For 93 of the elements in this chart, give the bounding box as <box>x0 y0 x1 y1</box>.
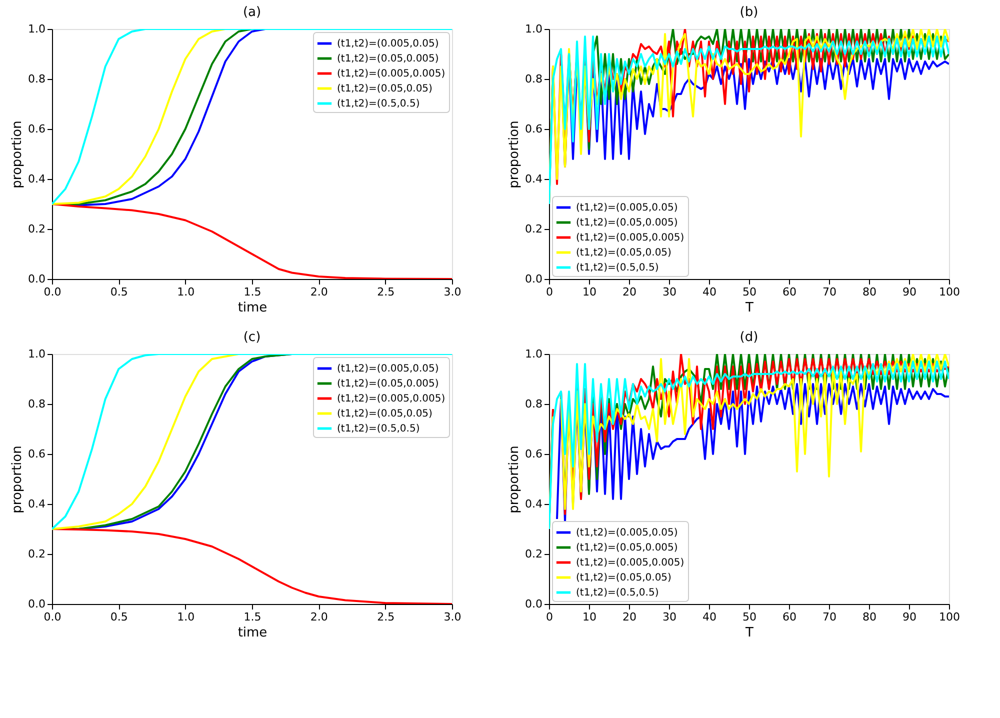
legend-label: (t1,t2)=(0.05,0.05) <box>576 572 672 584</box>
legend-label: (t1,t2)=(0.005,0.005) <box>337 68 446 80</box>
x-tick-label: 50 <box>742 610 756 624</box>
y-tick-label: 0.8 <box>525 398 542 410</box>
x-tick-label: 2.5 <box>377 610 395 624</box>
line-series <box>52 354 452 530</box>
x-tick-label: 1.5 <box>244 286 262 298</box>
y-tick-label: 0.4 <box>525 498 542 510</box>
y-tick-label: 0.4 <box>28 172 46 186</box>
x-axis-title: T <box>744 626 754 640</box>
y-tick-label: 0.2 <box>28 548 46 560</box>
legend-label: (t1,t2)=(0.005,0.005) <box>337 394 446 404</box>
y-tick-label: 0.8 <box>28 72 46 86</box>
x-tick-label: 60 <box>782 286 796 298</box>
legend-label: (t1,t2)=(0.5,0.5) <box>576 262 659 274</box>
x-tick-label: 3.0 <box>444 286 462 298</box>
legend-label: (t1,t2)=(0.05,0.05) <box>576 248 672 258</box>
legend-label: (t1,t2)=(0.5,0.5) <box>337 98 420 110</box>
chart-title: (c) <box>243 330 261 345</box>
x-tick-label: 60 <box>782 610 796 624</box>
y-tick-label: 0.6 <box>525 122 542 136</box>
y-tick-label: 0.2 <box>28 222 46 236</box>
x-axis-title: T <box>744 300 754 316</box>
y-tick-label: 0.4 <box>28 498 46 510</box>
x-tick-label: 10 <box>582 610 596 624</box>
y-tick-label: 0.6 <box>28 448 46 460</box>
x-tick-label: 70 <box>822 610 836 624</box>
x-tick-label: 70 <box>822 286 836 298</box>
x-tick-label: 20 <box>622 286 636 298</box>
x-axis-title: time <box>238 626 268 640</box>
y-axis-title: proportion <box>10 446 26 514</box>
y-tick-label: 0.8 <box>28 398 46 410</box>
legend-label: (t1,t2)=(0.05,0.05) <box>337 84 433 94</box>
x-tick-label: 30 <box>662 286 676 298</box>
x-tick-label: 80 <box>862 610 876 624</box>
legend-label: (t1,t2)=(0.005,0.05) <box>576 528 678 538</box>
legend-label: (t1,t2)=(0.005,0.05) <box>576 202 678 214</box>
y-tick-label: 1.0 <box>525 22 542 36</box>
x-tick-label: 90 <box>902 286 916 298</box>
legend-label: (t1,t2)=(0.05,0.005) <box>337 378 439 390</box>
x-tick-label: 30 <box>662 610 676 624</box>
legend-label: (t1,t2)=(0.05,0.005) <box>337 54 439 64</box>
y-axis-title: proportion <box>507 446 522 514</box>
y-tick-label: 0.6 <box>28 122 46 136</box>
x-tick-label: 100 <box>939 610 960 624</box>
y-tick-label: 0.8 <box>525 72 542 86</box>
legend-label: (t1,t2)=(0.05,0.005) <box>576 542 678 554</box>
x-axis-title: time <box>238 300 268 316</box>
y-tick-label: 1.0 <box>28 348 46 360</box>
y-axis-title: proportion <box>507 120 522 188</box>
y-tick-label: 0.0 <box>525 272 542 286</box>
y-axis-title: proportion <box>10 120 26 188</box>
y-tick-label: 0.2 <box>525 548 542 560</box>
x-tick-label: 0 <box>546 610 553 624</box>
legend-label: (t1,t2)=(0.05,0.05) <box>337 408 433 420</box>
x-tick-label: 0.5 <box>110 610 128 624</box>
x-tick-label: 50 <box>742 286 756 298</box>
x-tick-label: 0 <box>546 286 553 298</box>
chart-title: (d) <box>740 330 758 345</box>
x-tick-label: 2.0 <box>310 286 328 298</box>
y-tick-label: 1.0 <box>525 348 542 360</box>
x-tick-label: 100 <box>939 286 960 298</box>
x-tick-label: 0.0 <box>44 286 62 298</box>
y-tick-label: 0.0 <box>525 598 542 610</box>
x-tick-label: 0.5 <box>110 286 128 298</box>
chart-title: (a) <box>242 5 262 20</box>
y-tick-label: 0.6 <box>525 448 542 460</box>
x-tick-label: 40 <box>702 610 716 624</box>
legend-label: (t1,t2)=(0.005,0.005) <box>576 232 684 244</box>
x-tick-label: 80 <box>862 286 876 298</box>
legend-label: (t1,t2)=(0.5,0.5) <box>337 424 420 434</box>
legend-label: (t1,t2)=(0.5,0.5) <box>576 588 659 598</box>
legend-label: (t1,t2)=(0.005,0.005) <box>576 558 684 568</box>
x-tick-label: 1.5 <box>244 610 262 624</box>
y-tick-label: 0.4 <box>525 172 542 186</box>
x-tick-label: 1.0 <box>177 286 195 298</box>
y-tick-label: 0.2 <box>525 222 542 236</box>
x-tick-label: 90 <box>902 610 916 624</box>
x-tick-label: 1.0 <box>177 610 195 624</box>
chart-title: (b) <box>740 5 758 20</box>
x-tick-label: 2.0 <box>310 610 328 624</box>
legend-label: (t1,t2)=(0.05,0.005) <box>576 218 678 228</box>
x-tick-label: 20 <box>622 610 636 624</box>
x-tick-label: 3.0 <box>444 610 462 624</box>
x-tick-label: 40 <box>702 286 716 298</box>
y-tick-label: 0.0 <box>28 272 46 286</box>
x-tick-label: 10 <box>582 286 596 298</box>
legend-label: (t1,t2)=(0.005,0.05) <box>337 38 439 50</box>
legend-label: (t1,t2)=(0.005,0.05) <box>337 364 439 374</box>
y-tick-label: 0.0 <box>28 598 46 610</box>
x-tick-label: 2.5 <box>377 286 395 298</box>
x-tick-label: 0.0 <box>44 610 62 624</box>
y-tick-label: 1.0 <box>28 22 46 36</box>
